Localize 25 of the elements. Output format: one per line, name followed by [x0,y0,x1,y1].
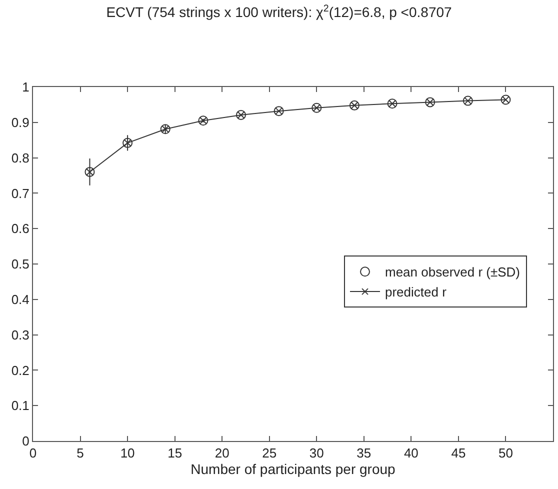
y-tick-label: 0.9 [11,114,30,130]
y-tick-label: 0 [22,434,30,449]
y-tick-label: 0.5 [11,256,30,272]
x-tick-label: 15 [168,446,182,461]
y-tick-label: 0.1 [11,398,30,414]
x-tick-label: 35 [356,446,372,461]
y-tick-label: 0.7 [11,186,30,201]
y-tick-label: 0.6 [11,221,30,236]
legend-label: mean observed r (±SD) [385,264,520,280]
y-tick-label: 1 [22,80,30,95]
x-tick-label: 30 [309,446,324,461]
y-tick-label: 0.4 [11,292,30,307]
y-tick-label: 0.2 [11,362,30,378]
y-tick-label: 0.8 [11,150,30,166]
x-tick-label: 45 [451,446,466,461]
x-tick-label: 50 [498,446,513,461]
x-tick-label: 5 [76,446,84,461]
x-tick-label: 25 [262,446,277,461]
x-axis-title: Number of participants per group [190,460,396,477]
chart-title: ECVT (754 strings x 100 writers): χ$^{2}$(12)=6.8, p <0.8707 [106,3,452,20]
x-tick-label: 10 [120,446,135,461]
x-tick-label: 40 [404,446,418,461]
legend-label: predicted r [385,284,448,300]
y-tick-label: 0.3 [11,327,30,342]
x-tick-label: 20 [214,446,230,461]
